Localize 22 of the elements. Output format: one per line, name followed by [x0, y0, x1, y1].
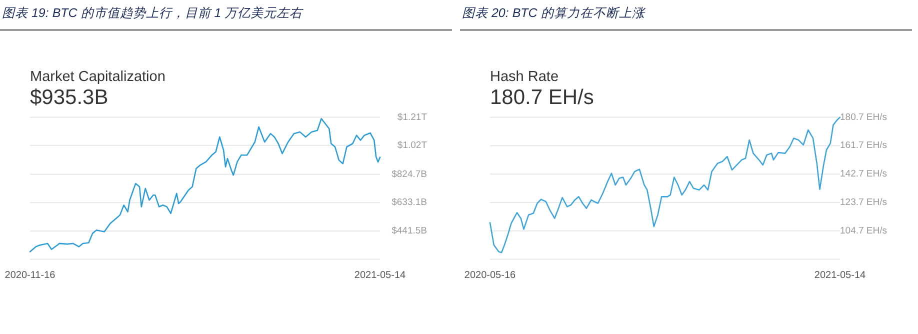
y-tick-label: 180.7 EH/s	[840, 112, 888, 123]
y-tick-label: 142.7 EH/s	[840, 168, 888, 180]
x-tick-label: 2020-05-16	[464, 270, 516, 281]
y-tick-label: $441.5B	[392, 225, 427, 236]
text: 180.7 EH/s	[490, 86, 594, 109]
y-tick-label: $1.02T	[397, 140, 428, 151]
y-tick-label: $824.7B	[392, 168, 427, 180]
chart-subtitle: Hash Rate	[490, 69, 559, 85]
x-tick-label: 2021-05-14	[354, 270, 406, 281]
line-series	[29, 118, 381, 252]
line-series	[489, 116, 841, 254]
text: $935.3B	[30, 86, 108, 109]
y-tick-label: $633.1B	[392, 197, 427, 208]
y-tick-label: 161.7 EH/s	[840, 140, 888, 152]
chart-title: 图表 19: BTC 的市值趋势上行，目前 1 万亿美元左右	[2, 6, 304, 20]
y-tick-label: 104.7 EH/s	[840, 225, 888, 236]
chart-title: 图表 20: BTC 的算力在不断上涨	[462, 6, 646, 20]
y-tick-label: $1.21T	[397, 112, 428, 123]
x-tick-label: 2020-11-16	[4, 270, 56, 281]
chart-subtitle: Market Capitalization	[30, 69, 166, 85]
y-tick-label: 123.7 EH/s	[840, 197, 888, 208]
x-tick-label: 2021-05-14	[814, 270, 866, 281]
